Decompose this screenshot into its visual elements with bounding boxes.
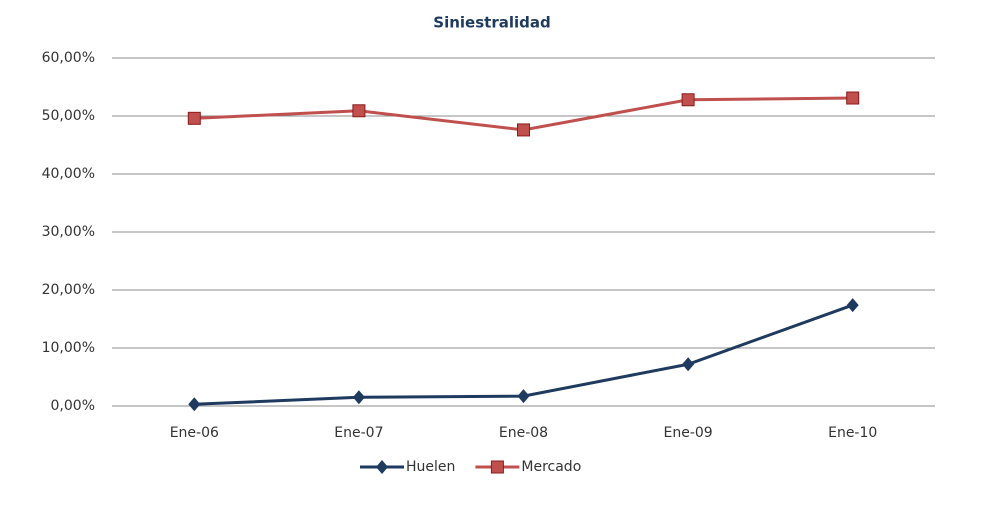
chart-title: Siniestralidad bbox=[433, 14, 550, 32]
data-point bbox=[682, 357, 695, 372]
legend-marker bbox=[376, 460, 388, 474]
y-tick-label: 30,00% bbox=[42, 224, 95, 240]
x-tick-label: Ene-07 bbox=[334, 425, 383, 441]
data-point bbox=[846, 91, 860, 105]
y-tick-label: 20,00% bbox=[42, 282, 95, 298]
legend-label: Mercado bbox=[521, 459, 581, 475]
data-point bbox=[517, 123, 530, 137]
data-point bbox=[187, 111, 201, 125]
x-tick-label: Ene-10 bbox=[828, 425, 877, 441]
y-tick-label: 50,00% bbox=[42, 108, 95, 124]
x-tick-label: Ene-09 bbox=[663, 425, 712, 441]
legend-label: Huelen bbox=[406, 459, 455, 475]
y-tick-label: 10,00% bbox=[42, 340, 95, 356]
data-point bbox=[352, 390, 365, 405]
y-tick-label: 40,00% bbox=[42, 166, 95, 182]
y-tick-label: 0,00% bbox=[51, 398, 95, 414]
y-tick-label: 60,00% bbox=[42, 50, 95, 66]
data-point bbox=[846, 298, 859, 313]
data-point bbox=[681, 93, 695, 107]
data-point bbox=[517, 389, 530, 404]
x-tick-label: Ene-08 bbox=[499, 425, 548, 441]
x-tick-label: Ene-06 bbox=[170, 425, 219, 441]
data-point bbox=[188, 397, 201, 412]
legend-marker bbox=[490, 460, 504, 474]
data-point bbox=[352, 104, 366, 118]
